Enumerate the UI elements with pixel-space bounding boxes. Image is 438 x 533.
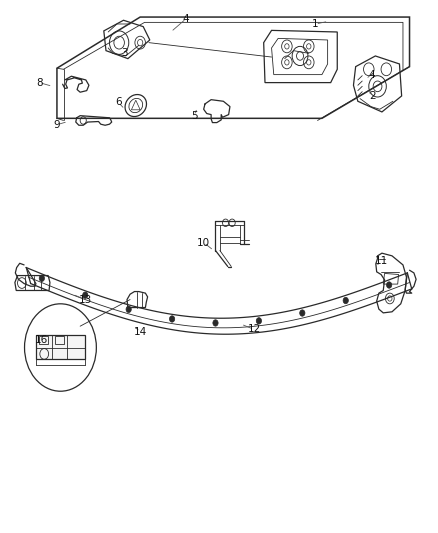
Circle shape — [25, 304, 96, 391]
Text: 13: 13 — [79, 295, 92, 304]
Circle shape — [386, 282, 392, 288]
Text: 14: 14 — [134, 327, 147, 336]
Circle shape — [83, 292, 88, 298]
Circle shape — [170, 316, 175, 322]
Circle shape — [256, 318, 261, 324]
Text: 11: 11 — [374, 256, 388, 266]
Text: 1: 1 — [312, 19, 319, 29]
Text: 3: 3 — [121, 49, 128, 58]
Circle shape — [300, 310, 305, 316]
Text: 10: 10 — [197, 238, 210, 247]
Circle shape — [213, 320, 218, 326]
Circle shape — [343, 297, 348, 304]
Circle shape — [126, 306, 131, 312]
Bar — [55, 336, 64, 344]
Text: 4: 4 — [368, 70, 375, 79]
Text: 4: 4 — [183, 14, 190, 23]
Text: 8: 8 — [36, 78, 43, 87]
Text: 2: 2 — [369, 91, 376, 101]
FancyBboxPatch shape — [36, 335, 85, 359]
Text: 16: 16 — [35, 335, 48, 345]
Bar — [39, 336, 48, 344]
Text: 12: 12 — [247, 325, 261, 334]
Text: 6: 6 — [115, 98, 122, 107]
Text: 5: 5 — [191, 111, 198, 120]
Text: 9: 9 — [53, 120, 60, 130]
Circle shape — [39, 275, 45, 281]
